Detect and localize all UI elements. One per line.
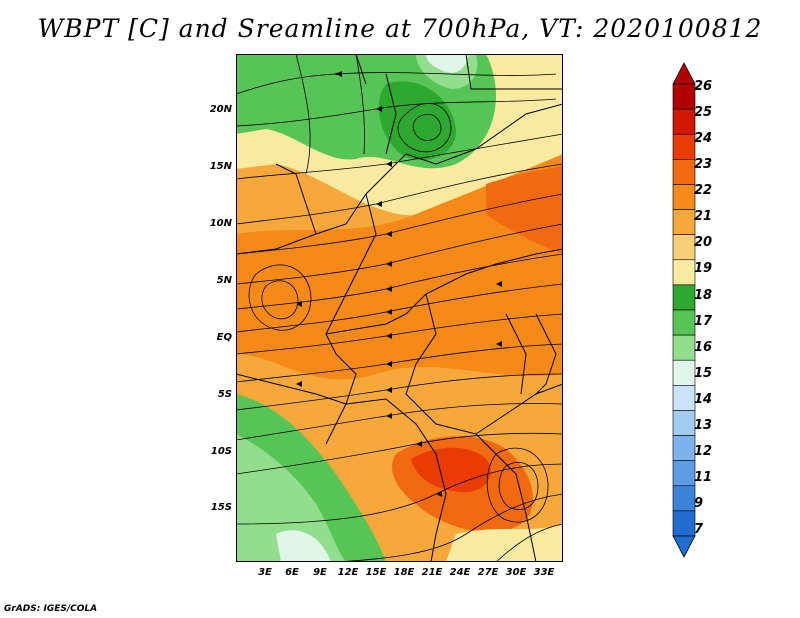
map-frame <box>236 54 563 562</box>
colorbar-label-9: 9 <box>694 496 704 511</box>
colorbar-segment-24 <box>672 133 696 160</box>
lat-label-5n: 5N <box>216 275 232 286</box>
colorbar-segment-12 <box>672 435 696 461</box>
lat-label-15n: 15N <box>209 161 232 172</box>
country-borders <box>236 54 563 562</box>
colorbar-label-13: 13 <box>694 418 713 433</box>
footer-credit: GrADS: IGES/COLA <box>4 604 98 614</box>
streamline-arrows <box>296 71 502 497</box>
wbpt-cool-patch <box>426 54 468 73</box>
map-panel <box>236 54 563 562</box>
lat-label-eq: EQ <box>216 332 232 343</box>
colorbar-segment-7 <box>672 510 696 537</box>
colorbar-segment-23 <box>672 159 696 185</box>
colorbar-top-arrow <box>672 62 696 85</box>
colorbar-segment-13 <box>672 410 696 436</box>
colorbar-segment-15 <box>672 359 696 386</box>
wbpt-green-south-light <box>236 434 346 562</box>
lon-label-24e: 24E <box>449 567 471 578</box>
wbpt-green-core <box>378 81 457 160</box>
colorbar-segment-14 <box>672 385 696 411</box>
colorbar-segment-26 <box>672 83 696 110</box>
colorbar-label-26: 26 <box>694 79 713 94</box>
lon-label-27e: 27E <box>477 567 499 578</box>
colorbar-label-16: 16 <box>694 340 713 355</box>
colorbar-segment-20 <box>672 234 696 261</box>
lon-label-9e: 9E <box>313 567 327 578</box>
colorbar-label-22: 22 <box>694 183 713 198</box>
colorbar-label-23: 23 <box>694 157 713 172</box>
colorbar-segment-9 <box>672 485 696 512</box>
wbpt-cool-south <box>276 530 331 562</box>
lon-label-6e: 6E <box>285 567 299 578</box>
lon-label-12e: 12E <box>337 567 359 578</box>
lon-label-3e: 3E <box>258 567 272 578</box>
lon-label-33e: 33E <box>533 567 555 578</box>
colorbar-segment-25 <box>672 108 696 135</box>
colorbar-label-25: 25 <box>694 105 713 120</box>
colorbar-label-15: 15 <box>694 366 713 381</box>
colorbar <box>672 62 696 558</box>
colorbar-label-20: 20 <box>694 235 713 250</box>
colorbar-segment-21 <box>672 209 696 235</box>
wbpt-warm-band <box>236 154 563 380</box>
colorbar-segment-18 <box>672 284 696 311</box>
colorbar-label-12: 12 <box>694 444 713 459</box>
lon-label-30e: 30E <box>505 567 527 578</box>
colorbar-label-19: 19 <box>694 261 713 276</box>
lat-label-20n: 20N <box>209 104 232 115</box>
colorbar-label-11: 11 <box>694 470 713 485</box>
colorbar-segment-16 <box>672 334 696 361</box>
colorbar-label-7: 7 <box>694 522 704 537</box>
lon-label-21e: 21E <box>421 567 443 578</box>
wbpt-hot-core <box>411 447 491 493</box>
colorbar-segment-17 <box>672 309 696 336</box>
lat-label-10n: 10N <box>209 218 232 229</box>
colorbar-label-24: 24 <box>694 131 713 146</box>
colorbar-segment-19 <box>672 259 696 286</box>
lat-label-15s: 15S <box>210 502 232 513</box>
lon-label-18e: 18E <box>393 567 415 578</box>
colorbar-label-17: 17 <box>694 314 713 329</box>
wbpt-warm-east <box>486 166 563 254</box>
colorbar-label-18: 18 <box>694 288 713 303</box>
colorbar-segment-11 <box>672 460 696 487</box>
lon-label-15e: 15E <box>365 567 387 578</box>
lat-label-5s: 5S <box>217 389 232 400</box>
chart-title: WBPT [C] and Sreamline at 700hPa, VT: 20… <box>37 14 763 43</box>
colorbar-label-14: 14 <box>694 392 713 407</box>
lat-label-10s: 10S <box>210 446 232 457</box>
colorbar-segment-22 <box>672 184 696 210</box>
colorbar-bottom-arrow <box>672 535 696 558</box>
colorbar-label-21: 21 <box>694 209 713 224</box>
